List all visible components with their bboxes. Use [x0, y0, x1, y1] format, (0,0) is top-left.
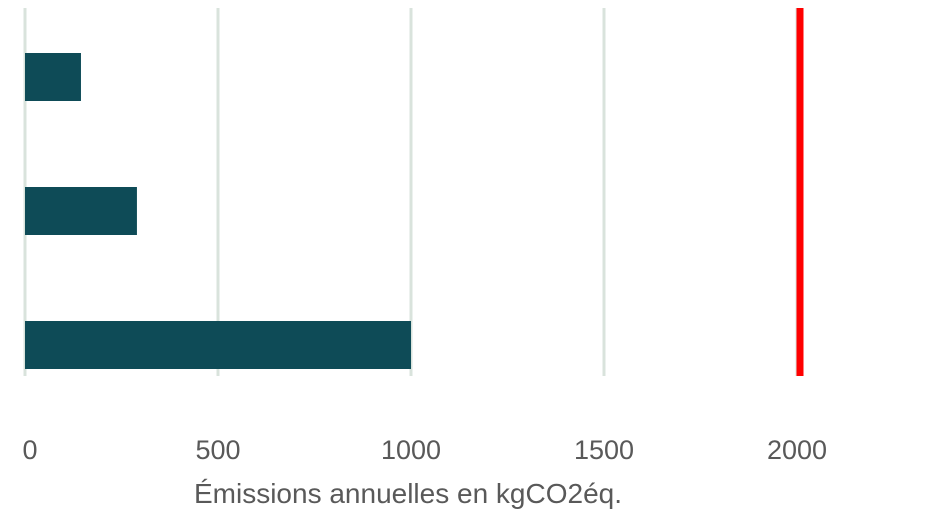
bar-1 — [25, 53, 81, 101]
bars — [25, 53, 411, 369]
x-tick-label-1500: 1500 — [574, 435, 634, 465]
x-tick-label-0: 0 — [22, 435, 37, 465]
x-tick-label-1000: 1000 — [381, 435, 441, 465]
gridlines — [23, 8, 799, 376]
bar-2 — [25, 187, 137, 235]
bar-3 — [25, 321, 411, 369]
x-tick-label-500: 500 — [195, 435, 240, 465]
x-tick-label-2000: 2000 — [767, 435, 827, 465]
x-axis-title: Émissions annuelles en kgCO2éq. — [194, 478, 622, 509]
x-tick-labels: 0 500 1000 1500 2000 — [22, 435, 827, 465]
